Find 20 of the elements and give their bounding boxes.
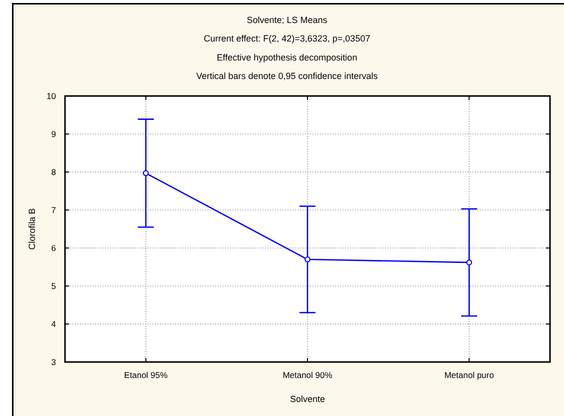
y-tick-label: 7 xyxy=(51,204,56,215)
point xyxy=(304,256,310,262)
y-tick-label: 3 xyxy=(51,356,56,367)
point xyxy=(466,259,472,266)
y-tick-label: 10 xyxy=(46,90,56,101)
x-axis-title: Solvente xyxy=(290,394,326,404)
y-tick-label: 9 xyxy=(51,128,56,139)
x-tick-label: Metanol 90% xyxy=(282,370,333,380)
y-tick-label: 4 xyxy=(51,318,56,329)
y-axis-title: Clorofila B xyxy=(27,208,37,250)
chart-subtitle: Current effect: F(2, 42)=3,6323, p=,03507 xyxy=(204,34,370,44)
x-tick-label: Metanol puro xyxy=(444,370,494,380)
chart-title: Solvente; LS Means xyxy=(246,15,328,25)
y-tick-label: 5 xyxy=(51,280,56,291)
point xyxy=(142,170,149,176)
y-tick-label: 6 xyxy=(51,242,56,253)
x-tick-label: Etanol 95% xyxy=(124,370,168,380)
text: Effective hypothesis decomposition xyxy=(216,52,358,62)
text: Vertical bars denote 0,95 confidence intervals xyxy=(196,71,378,82)
y-tick-label: 8 xyxy=(51,166,56,177)
